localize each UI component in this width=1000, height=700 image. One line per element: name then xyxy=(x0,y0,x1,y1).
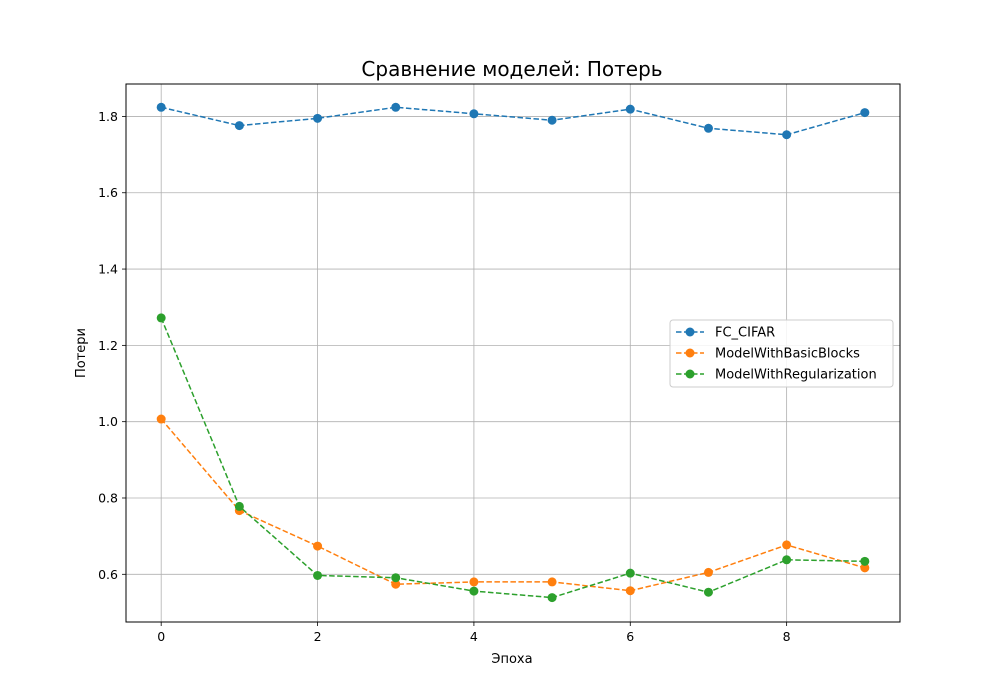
data-point xyxy=(703,567,713,577)
series-line xyxy=(160,418,866,592)
data-point xyxy=(234,501,244,511)
legend-label: ModelWithBasicBlocks xyxy=(715,347,860,362)
series-line xyxy=(161,106,866,136)
y-tick-label: 1.0 xyxy=(98,414,118,429)
data-point xyxy=(625,568,635,578)
legend-marker xyxy=(685,327,695,337)
data-point xyxy=(547,593,557,603)
legend-marker xyxy=(685,369,695,379)
y-tick-label: 1.4 xyxy=(98,262,118,277)
y-tick-label: 1.8 xyxy=(98,109,118,124)
legend-item: ModelWithBasicBlocks xyxy=(676,347,860,362)
data-point xyxy=(313,570,323,580)
data-point xyxy=(391,573,401,583)
series-ModelWithRegularization xyxy=(156,313,870,603)
data-point xyxy=(860,563,870,573)
data-point xyxy=(860,556,870,566)
x-tick-label: 0 xyxy=(157,629,165,644)
x-tick-label: 8 xyxy=(783,629,791,644)
data-point xyxy=(625,586,635,596)
y-tick-label: 0.8 xyxy=(98,490,118,505)
data-point xyxy=(782,540,792,550)
x-axis-label: Эпоха xyxy=(491,652,532,667)
data-point xyxy=(391,579,401,589)
legend-label: ModelWithRegularization xyxy=(715,368,877,383)
data-point xyxy=(547,577,557,587)
data-point xyxy=(703,123,713,133)
data-point xyxy=(547,115,557,125)
x-tick-label: 6 xyxy=(626,629,634,644)
data-point xyxy=(782,555,792,565)
data-point xyxy=(469,586,479,596)
data-point xyxy=(156,102,166,112)
x-tick-label: 4 xyxy=(470,629,478,644)
data-point xyxy=(703,587,713,597)
y-tick-label: 1.6 xyxy=(98,185,118,200)
series-layer xyxy=(156,102,870,603)
legend: FC_CIFAR ModelWithBasicBlocks ModelWithReg… xyxy=(669,319,894,388)
data-point xyxy=(782,130,792,140)
data-point xyxy=(391,102,401,112)
series-ModelWithBasicBlocks xyxy=(156,414,870,596)
data-point xyxy=(156,414,166,424)
legend-label: FC_CIFAR xyxy=(715,326,775,341)
grid xyxy=(126,84,900,622)
data-point xyxy=(469,109,479,119)
plot-frame xyxy=(125,83,901,623)
series-FC_CIFAR xyxy=(156,102,870,140)
legend-box xyxy=(669,319,894,388)
data-point xyxy=(860,108,870,118)
data-point xyxy=(313,541,323,551)
x-tick-label: 2 xyxy=(314,629,322,644)
y-tick-label: 0.6 xyxy=(98,567,118,582)
axis-ticks: 0 2 4 6 8 0.6 0.8 1.0 1.2 1.4 1.6 1.8 xyxy=(98,109,791,644)
data-point xyxy=(156,313,166,323)
data-point xyxy=(234,121,244,131)
chart-title: Сравнение моделей: Потерь xyxy=(361,57,662,81)
data-point xyxy=(625,104,635,114)
y-tick-label: 1.2 xyxy=(98,338,118,353)
legend-item: ModelWithRegularization xyxy=(676,368,877,383)
series-line xyxy=(160,317,865,599)
y-axis-label: Потери xyxy=(74,328,89,378)
data-point xyxy=(469,577,479,587)
legend-marker xyxy=(685,348,695,358)
data-point xyxy=(313,113,323,123)
legend-item: FC_CIFAR xyxy=(676,326,775,341)
